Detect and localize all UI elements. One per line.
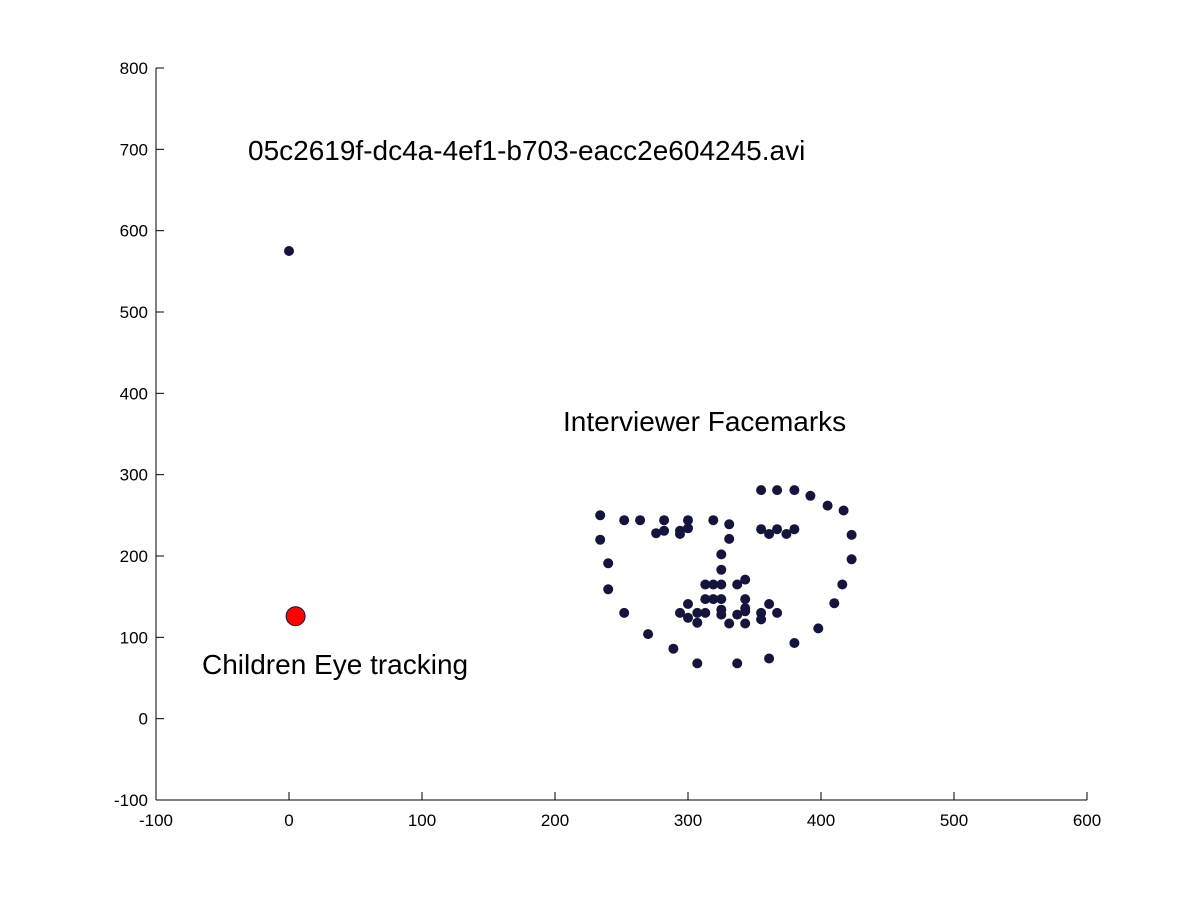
facemark-point — [724, 533, 735, 544]
facemark-point — [716, 549, 727, 560]
ticks: -100 0 100 200 300 400 500 600 -100 0 100 200 300 400… — [114, 59, 1101, 830]
facemark-point — [716, 609, 727, 620]
facemark-point — [764, 599, 775, 609]
y-tick-label: 500 — [120, 303, 148, 322]
facemark-point — [724, 519, 735, 530]
facemark-point — [683, 515, 693, 526]
y-tick-label: 700 — [120, 140, 148, 159]
x-tick-label: 200 — [541, 811, 569, 830]
facemark-point — [619, 515, 630, 526]
facemark-point — [668, 643, 679, 654]
facemark-point — [700, 579, 711, 590]
facemark-point — [683, 523, 693, 534]
facemark-point — [838, 505, 849, 516]
y-tick-label: 300 — [120, 466, 148, 485]
facemark-point — [708, 579, 719, 590]
facemark-point — [732, 609, 743, 620]
facemark-point — [772, 524, 783, 535]
facemark-point — [651, 528, 662, 539]
facemark-point — [683, 612, 693, 623]
x-tick-label: 100 — [408, 811, 436, 830]
y-tick-label: 200 — [120, 547, 148, 566]
facemark-point — [692, 658, 703, 669]
facemark-point — [675, 607, 685, 618]
y-tick-label: 100 — [120, 628, 148, 647]
y-tick-label: -100 — [114, 791, 148, 810]
x-tick-label: 600 — [1073, 811, 1101, 830]
facemark-point — [732, 579, 743, 590]
facemark-point — [772, 485, 783, 496]
annotation-children-eye-tracking: Children Eye tracking — [202, 649, 468, 680]
facemark-point — [692, 607, 703, 618]
y-tick-label: 600 — [120, 222, 148, 241]
facemark-point — [740, 574, 751, 585]
facemark-point — [284, 246, 294, 256]
y-tick-label: 0 — [139, 710, 148, 729]
facemark-point — [659, 525, 670, 536]
facemark-point — [740, 603, 751, 614]
facemark-point — [675, 525, 685, 536]
facemark-point — [805, 490, 816, 501]
facemark-point — [829, 598, 840, 609]
facemark-point — [595, 534, 606, 545]
facemark-point — [643, 629, 654, 640]
facemark-point — [789, 485, 800, 496]
facemark-point — [619, 607, 630, 618]
facemark-point — [813, 623, 824, 634]
facemark-point — [708, 594, 719, 605]
data-points — [284, 246, 857, 669]
facemark-point — [846, 554, 857, 565]
facemark-point — [700, 594, 711, 605]
facemark-point — [716, 594, 727, 605]
facemark-point — [789, 638, 800, 648]
facemark-point — [716, 564, 727, 575]
facemark-point — [692, 617, 703, 628]
y-tick-label: 800 — [120, 59, 148, 78]
annotation-interviewer-facemarks: Interviewer Facemarks — [563, 406, 846, 437]
x-tick-label: 400 — [807, 811, 835, 830]
axes — [155, 68, 1087, 801]
facemark-point — [603, 558, 614, 569]
facemark-point — [822, 500, 833, 511]
facemark-point — [708, 515, 719, 526]
facemark-point — [740, 618, 751, 629]
facemark-point — [781, 529, 792, 539]
chart-title: 05c2619f-dc4a-4ef1-b703-eacc2e604245.avi — [248, 135, 805, 166]
x-tick-label: 300 — [674, 811, 702, 830]
facemark-point — [756, 607, 767, 618]
facemark-point — [603, 584, 614, 595]
facemark-point — [635, 515, 646, 526]
facemark-point — [724, 618, 735, 629]
facemark-point — [772, 607, 783, 618]
x-tick-label: -100 — [139, 811, 173, 830]
facemark-point — [700, 607, 711, 618]
y-tick-label: 400 — [120, 384, 148, 403]
eye-tracking-point — [285, 606, 306, 627]
facemark-point — [789, 524, 800, 535]
x-tick-label: 500 — [940, 811, 968, 830]
facemark-point — [659, 515, 670, 526]
facemark-point — [846, 529, 857, 540]
facemark-point — [764, 529, 775, 539]
facemark-point — [732, 658, 743, 669]
facemark-point — [740, 594, 751, 605]
facemark-point — [756, 524, 767, 535]
facemark-point — [595, 510, 606, 521]
facemark-point — [764, 653, 775, 664]
facemark-point — [716, 579, 727, 590]
x-tick-label: 0 — [284, 811, 293, 830]
facemark-point — [756, 485, 767, 496]
facemark-point — [683, 599, 693, 609]
facemark-point — [837, 579, 848, 590]
